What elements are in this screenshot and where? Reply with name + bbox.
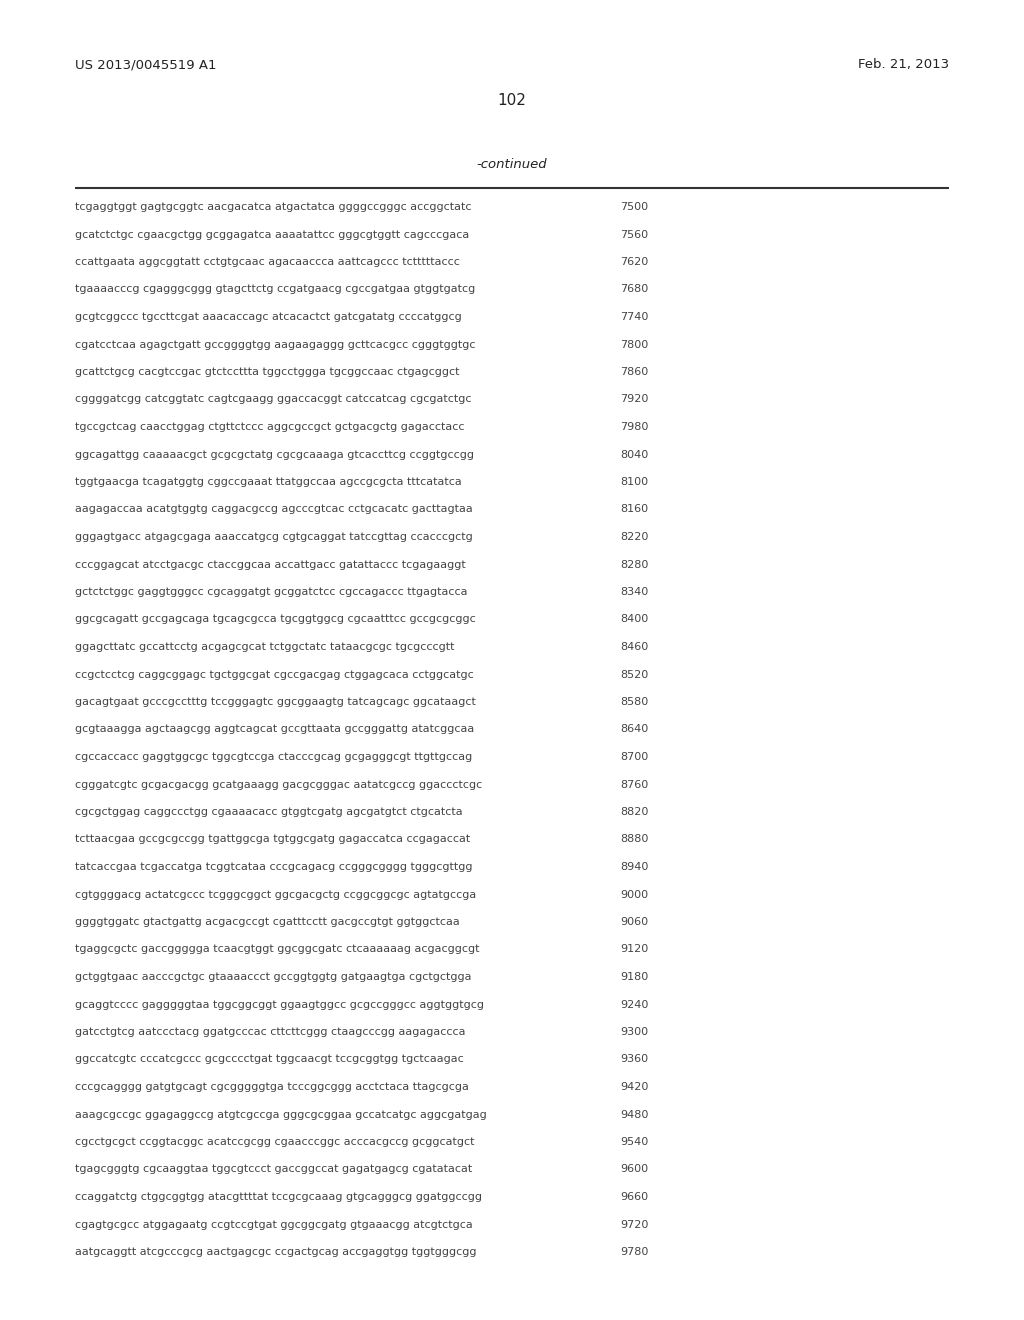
Text: 9660: 9660 [620,1192,648,1203]
Text: cgtggggacg actatcgccc tcgggcggct ggcgacgctg ccggcggcgc agtatgccga: cgtggggacg actatcgccc tcgggcggct ggcgacg… [75,890,476,899]
Text: 9120: 9120 [620,945,648,954]
Text: 8880: 8880 [620,834,648,845]
Text: gctctctggc gaggtgggcc cgcaggatgt gcggatctcc cgccagaccc ttgagtacca: gctctctggc gaggtgggcc cgcaggatgt gcggatc… [75,587,468,597]
Text: cggggatcgg catcggtatc cagtcgaagg ggaccacggt catccatcag cgcgatctgc: cggggatcgg catcggtatc cagtcgaagg ggaccac… [75,395,471,404]
Text: cgcctgcgct ccggtacggc acatccgcgg cgaacccggc acccacgccg gcggcatgct: cgcctgcgct ccggtacggc acatccgcgg cgaaccc… [75,1137,474,1147]
Text: 8820: 8820 [620,807,648,817]
Text: cgcgctggag caggccctgg cgaaaacacc gtggtcgatg agcgatgtct ctgcatcta: cgcgctggag caggccctgg cgaaaacacc gtggtcg… [75,807,463,817]
Text: 8520: 8520 [620,669,648,680]
Text: tgaaaacccg cgagggcggg gtagcttctg ccgatgaacg cgccgatgaa gtggtgatcg: tgaaaacccg cgagggcggg gtagcttctg ccgatga… [75,285,475,294]
Text: 7560: 7560 [620,230,648,239]
Text: 9240: 9240 [620,999,648,1010]
Text: aaagcgccgc ggagaggccg atgtcgccga gggcgcggaa gccatcatgc aggcgatgag: aaagcgccgc ggagaggccg atgtcgccga gggcgcg… [75,1110,486,1119]
Text: US 2013/0045519 A1: US 2013/0045519 A1 [75,58,216,71]
Text: aagagaccaa acatgtggtg caggacgccg agcccgtcac cctgcacatc gacttagtaa: aagagaccaa acatgtggtg caggacgccg agcccgt… [75,504,473,515]
Text: ggcgcagatt gccgagcaga tgcagcgcca tgcggtggcg cgcaatttcc gccgcgcggc: ggcgcagatt gccgagcaga tgcagcgcca tgcggtg… [75,615,476,624]
Text: 7620: 7620 [620,257,648,267]
Text: gcatctctgc cgaacgctgg gcggagatca aaaatattcc gggcgtggtt cagcccgaca: gcatctctgc cgaacgctgg gcggagatca aaaatat… [75,230,469,239]
Text: cgatcctcaa agagctgatt gccggggtgg aagaagaggg gcttcacgcc cgggtggtgc: cgatcctcaa agagctgatt gccggggtgg aagaaga… [75,339,475,350]
Text: 8100: 8100 [620,477,648,487]
Text: 7500: 7500 [620,202,648,213]
Text: 9420: 9420 [620,1082,648,1092]
Text: gggagtgacc atgagcgaga aaaccatgcg cgtgcaggat tatccgttag ccacccgctg: gggagtgacc atgagcgaga aaaccatgcg cgtgcag… [75,532,473,543]
Text: 7980: 7980 [620,422,648,432]
Text: ccattgaata aggcggtatt cctgtgcaac agacaaccca aattcagccc tctttttaccc: ccattgaata aggcggtatt cctgtgcaac agacaac… [75,257,460,267]
Text: 7860: 7860 [620,367,648,378]
Text: 7800: 7800 [620,339,648,350]
Text: 8700: 8700 [620,752,648,762]
Text: tcgaggtggt gagtgcggtc aacgacatca atgactatca ggggccgggc accggctatc: tcgaggtggt gagtgcggtc aacgacatca atgacta… [75,202,471,213]
Text: cgagtgcgcc atggagaatg ccgtccgtgat ggcggcgatg gtgaaacgg atcgtctgca: cgagtgcgcc atggagaatg ccgtccgtgat ggcggc… [75,1220,473,1229]
Text: ggcagattgg caaaaacgct gcgcgctatg cgcgcaaaga gtcaccttcg ccggtgccgg: ggcagattgg caaaaacgct gcgcgctatg cgcgcaa… [75,450,474,459]
Text: ccaggatctg ctggcggtgg atacgttttat tccgcgcaaag gtgcagggcg ggatggccgg: ccaggatctg ctggcggtgg atacgttttat tccgcg… [75,1192,482,1203]
Text: 8340: 8340 [620,587,648,597]
Text: cccgcagggg gatgtgcagt cgcgggggtga tcccggcggg acctctaca ttagcgcga: cccgcagggg gatgtgcagt cgcgggggtga tcccgg… [75,1082,469,1092]
Text: 7740: 7740 [620,312,648,322]
Text: 9540: 9540 [620,1137,648,1147]
Text: 9600: 9600 [620,1164,648,1175]
Text: tggtgaacga tcagatggtg cggccgaaat ttatggccaa agccgcgcta tttcatatca: tggtgaacga tcagatggtg cggccgaaat ttatggc… [75,477,462,487]
Text: ggggtggatc gtactgattg acgacgccgt cgatttcctt gacgccgtgt ggtggctcaa: ggggtggatc gtactgattg acgacgccgt cgatttc… [75,917,460,927]
Text: 9360: 9360 [620,1055,648,1064]
Text: gctggtgaac aacccgctgc gtaaaaccct gccggtggtg gatgaagtga cgctgctgga: gctggtgaac aacccgctgc gtaaaaccct gccggtg… [75,972,471,982]
Text: cgccaccacc gaggtggcgc tggcgtccga ctacccgcag gcgagggcgt ttgttgccag: cgccaccacc gaggtggcgc tggcgtccga ctacccg… [75,752,472,762]
Text: 8400: 8400 [620,615,648,624]
Text: 8580: 8580 [620,697,648,708]
Text: 9000: 9000 [620,890,648,899]
Text: 7920: 7920 [620,395,648,404]
Text: 8940: 8940 [620,862,648,873]
Text: 8280: 8280 [620,560,648,569]
Text: 7680: 7680 [620,285,648,294]
Text: tgccgctcag caacctggag ctgttctccc aggcgccgct gctgacgctg gagacctacc: tgccgctcag caacctggag ctgttctccc aggcgcc… [75,422,465,432]
Text: gacagtgaat gcccgcctttg tccgggagtc ggcggaagtg tatcagcagc ggcataagct: gacagtgaat gcccgcctttg tccgggagtc ggcgga… [75,697,476,708]
Text: -continued: -continued [477,158,547,172]
Text: aatgcaggtt atcgcccgcg aactgagcgc ccgactgcag accgaggtgg tggtgggcgg: aatgcaggtt atcgcccgcg aactgagcgc ccgactg… [75,1247,476,1257]
Text: gcgtaaagga agctaagcgg aggtcagcat gccgttaata gccgggattg atatcggcaa: gcgtaaagga agctaagcgg aggtcagcat gccgtta… [75,725,474,734]
Text: 8160: 8160 [620,504,648,515]
Text: gcgtcggccc tgccttcgat aaacaccagc atcacactct gatcgatatg ccccatggcg: gcgtcggccc tgccttcgat aaacaccagc atcacac… [75,312,462,322]
Text: Feb. 21, 2013: Feb. 21, 2013 [858,58,949,71]
Text: ggagcttatc gccattcctg acgagcgcat tctggctatc tataacgcgc tgcgcccgtt: ggagcttatc gccattcctg acgagcgcat tctggct… [75,642,455,652]
Text: 8220: 8220 [620,532,648,543]
Text: gcattctgcg cacgtccgac gtctccttta tggcctggga tgcggccaac ctgagcggct: gcattctgcg cacgtccgac gtctccttta tggcctg… [75,367,460,378]
Text: 8460: 8460 [620,642,648,652]
Text: tgaggcgctc gaccggggga tcaacgtggt ggcggcgatc ctcaaaaaag acgacggcgt: tgaggcgctc gaccggggga tcaacgtggt ggcggcg… [75,945,479,954]
Text: 8760: 8760 [620,780,648,789]
Text: cgggatcgtc gcgacgacgg gcatgaaagg gacgcgggac aatatcgccg ggaccctcgc: cgggatcgtc gcgacgacgg gcatgaaagg gacgcgg… [75,780,482,789]
Text: tcttaacgaa gccgcgccgg tgattggcga tgtggcgatg gagaccatca ccgagaccat: tcttaacgaa gccgcgccgg tgattggcga tgtggcg… [75,834,470,845]
Text: 9780: 9780 [620,1247,648,1257]
Text: tatcaccgaa tcgaccatga tcggtcataa cccgcagacg ccgggcgggg tgggcgttgg: tatcaccgaa tcgaccatga tcggtcataa cccgcag… [75,862,472,873]
Text: 9720: 9720 [620,1220,648,1229]
Text: 9300: 9300 [620,1027,648,1038]
Text: ccgctcctcg caggcggagc tgctggcgat cgccgacgag ctggagcaca cctggcatgc: ccgctcctcg caggcggagc tgctggcgat cgccgac… [75,669,474,680]
Text: 102: 102 [498,92,526,108]
Text: 9060: 9060 [620,917,648,927]
Text: ggccatcgtc cccatcgccc gcgcccctgat tggcaacgt tccgcggtgg tgctcaagac: ggccatcgtc cccatcgccc gcgcccctgat tggcaa… [75,1055,464,1064]
Text: gcaggtcccc gagggggtaa tggcggcggt ggaagtggcc gcgccgggcc aggtggtgcg: gcaggtcccc gagggggtaa tggcggcggt ggaagtg… [75,999,484,1010]
Text: 9480: 9480 [620,1110,648,1119]
Text: 9180: 9180 [620,972,648,982]
Text: gatcctgtcg aatccctacg ggatgcccac cttcttcggg ctaagcccgg aagagaccca: gatcctgtcg aatccctacg ggatgcccac cttcttc… [75,1027,466,1038]
Text: 8640: 8640 [620,725,648,734]
Text: cccggagcat atcctgacgc ctaccggcaa accattgacc gatattaccc tcgagaaggt: cccggagcat atcctgacgc ctaccggcaa accattg… [75,560,466,569]
Text: tgagcgggtg cgcaaggtaa tggcgtccct gaccggccat gagatgagcg cgatatacat: tgagcgggtg cgcaaggtaa tggcgtccct gaccggc… [75,1164,472,1175]
Text: 8040: 8040 [620,450,648,459]
